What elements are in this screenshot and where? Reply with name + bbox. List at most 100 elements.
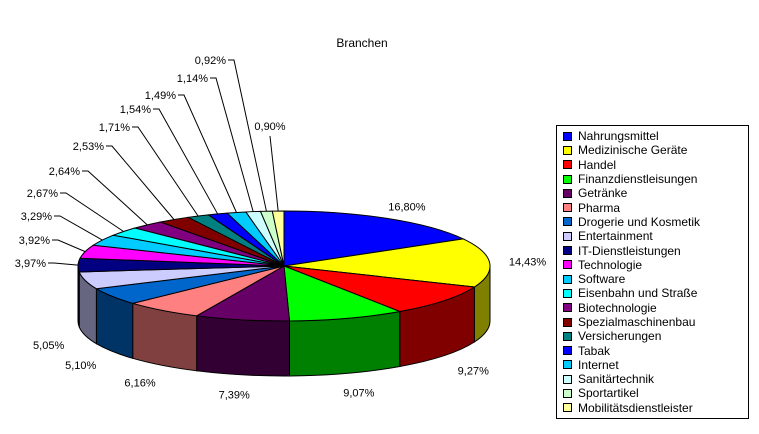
slice-finanzdienstleisungen (283, 265, 402, 322)
legend-item-versicherungen: Versicherungen (563, 329, 748, 343)
slice-label-internet: 1,49% (145, 90, 176, 102)
slice-label-nahrungsmittel: 16,80% (388, 201, 426, 213)
leader-lines (48, 59, 279, 266)
legend-item-handel: Handel (563, 158, 748, 172)
slice-label-entertainment: 5,05% (33, 340, 64, 352)
slice-label-technologie: 3,92% (19, 235, 50, 247)
leader-line (48, 262, 79, 266)
legend-swatch (563, 260, 572, 270)
slice-label-sanit-rtechnik: 1,14% (177, 73, 208, 85)
pie-slices (77, 210, 491, 322)
leader-line (82, 170, 148, 226)
slice-label-mobilit-tsdienstleister: 0,90% (254, 121, 285, 133)
legend-swatch (563, 346, 572, 356)
slice-nahrungsmittel (283, 210, 465, 267)
leader-line (178, 94, 237, 213)
slice-label-finanzdienstleisungen: 9,07% (343, 388, 374, 400)
slice-label-pharma: 6,16% (124, 378, 155, 390)
legend-item-internet: Internet (563, 358, 748, 372)
slice-medizinische-ger-te (283, 238, 491, 288)
legend-label: Pharma (578, 200, 621, 215)
legend-swatch (563, 131, 572, 141)
legend-item-drogerie-und-kosmetik: Drogerie und Kosmetik (563, 215, 748, 229)
legend-item-sanit-rtechnik: Sanitärtechnik (563, 372, 748, 386)
slice-side-getr-nke (196, 315, 291, 377)
legend-label: Software (578, 272, 626, 287)
legend-item-technologie: Technologie (563, 258, 748, 272)
leader-line (60, 192, 124, 232)
legend-label: Tabak (578, 343, 611, 358)
legend-label: Technologie (578, 257, 643, 272)
legend-swatch (563, 188, 572, 198)
legend-label: Finanzdienstleisungen (578, 172, 698, 187)
legend-item-entertainment: Entertainment (563, 229, 748, 243)
legend-label: Getränke (578, 186, 628, 201)
legend-label: Mobilitätsdienstleister (578, 400, 693, 415)
slice-label-drogerie-und-kosmetik: 5,10% (65, 360, 96, 372)
legend-label: Sanitärtechnik (578, 372, 655, 387)
slice-label-spezialmaschinenbau: 2,53% (73, 141, 104, 153)
legend-label: IT-Dienstleistungen (578, 243, 681, 258)
legend-label: Medizinische Geräte (578, 143, 688, 158)
legend-label: Versicherungen (578, 329, 662, 344)
leader-line (210, 77, 254, 212)
legend-label: Internet (578, 357, 619, 372)
legend-item-finanzdienstleisungen: Finanzdienstleisungen (563, 172, 748, 186)
legend-item-it-dienstleistungen: IT-Dienstleistungen (563, 243, 748, 258)
legend-swatch (563, 174, 572, 184)
slice-label-software: 3,29% (21, 211, 52, 223)
leader-line (228, 59, 267, 212)
legend-swatch (563, 403, 572, 413)
legend-label: Sportartikel (578, 386, 639, 401)
legend-item-tabak: Tabak (563, 343, 748, 358)
legend-item-biotechnologie: Biotechnologie (563, 301, 748, 315)
legend-swatch (563, 145, 572, 155)
legend-item-eisenbahn-und-stra-e: Eisenbahn und Straße (563, 286, 748, 300)
slice-side-it-dienstleistungen (77, 265, 80, 328)
legend-item-medizinische-ger-te: Medizinische Geräte (563, 143, 748, 157)
legend-item-getr-nke: Getränke (563, 186, 748, 200)
legend-swatch (563, 274, 572, 284)
legend-label: Biotechnologie (578, 300, 657, 315)
legend-swatch (563, 374, 572, 384)
legend-label: Nahrungsmittel (578, 129, 659, 144)
slice-label-it-dienstleistungen: 3,97% (15, 258, 46, 270)
legend-swatch (563, 246, 572, 256)
legend-label: Spezialmaschinenbau (578, 315, 696, 329)
legend: Nahrungsmittel Medizinische Geräte Handel F… (556, 125, 749, 419)
slice-label-handel: 9,27% (458, 366, 489, 378)
legend-label: Eisenbahn und Straße (578, 286, 698, 301)
slice-label-sportartikel: 0,92% (195, 55, 226, 67)
slice-label-tabak: 1,54% (120, 104, 151, 116)
legend-item-nahrungsmittel: Nahrungsmittel (563, 129, 748, 143)
legend-swatch (563, 317, 572, 327)
slice-handel (283, 265, 476, 313)
legend-swatch (563, 217, 572, 227)
leader-line (106, 145, 175, 220)
slice-label-eisenbahn-und-stra-e: 2,67% (27, 188, 58, 200)
slice-label-versicherungen: 1,71% (99, 122, 130, 134)
leader-line (132, 126, 199, 217)
legend-item-mobilit-tsdienstleister: Mobilitätsdienstleister (563, 401, 748, 415)
slice-label-biotechnologie: 2,64% (49, 166, 80, 178)
slice-labels: 16,80% 14,43% 9,27% 9,07% 7,39% 6,16% 5,10%5,0… (15, 55, 547, 402)
pie-sides (77, 265, 491, 377)
legend-swatch (563, 303, 572, 313)
legend-item-pharma: Pharma (563, 200, 748, 215)
legend-swatch (563, 360, 572, 370)
slice-mobilit-tsdienstleister (271, 210, 285, 267)
slice-label-getr-nke: 7,39% (219, 390, 250, 402)
legend-swatch (563, 160, 572, 170)
legend-item-sportartikel: Sportartikel (563, 386, 748, 400)
leader-line (54, 215, 103, 241)
legend-swatch (563, 288, 572, 298)
leader-line (52, 239, 86, 253)
chart-title: Branchen (336, 36, 387, 50)
legend-item-software: Software (563, 272, 748, 286)
leader-line (153, 108, 219, 215)
legend-swatch (563, 388, 572, 398)
legend-swatch (563, 331, 572, 341)
slice-label-medizinische-ger-te: 14,43% (509, 257, 547, 269)
leader-line (269, 135, 279, 212)
